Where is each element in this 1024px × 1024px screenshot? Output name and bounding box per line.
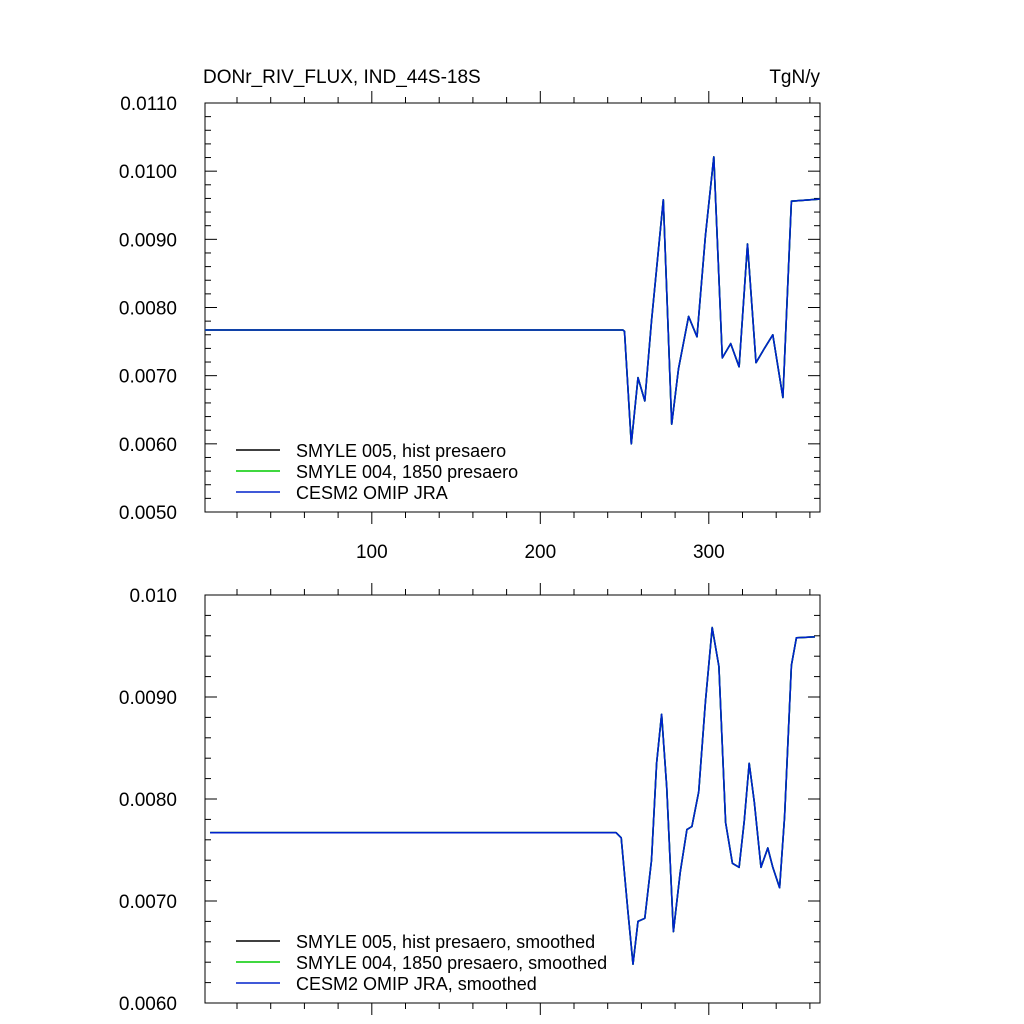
y-tick-label: 0.0090	[119, 230, 177, 251]
series-line-2	[210, 626, 815, 965]
y-tick-label: 0.0080	[119, 790, 177, 811]
x-tick-label: 300	[693, 542, 725, 563]
y-tick-label: 0.010	[129, 586, 177, 607]
legend-label: SMYLE 005, hist presaero, smoothed	[296, 932, 595, 952]
y-tick-label: 0.0070	[119, 892, 177, 913]
legend-label: SMYLE 005, hist presaero	[296, 441, 506, 461]
series-line-2	[205, 156, 821, 445]
legend-label: CESM2 OMIP JRA	[296, 483, 448, 503]
y-tick-label: 0.0070	[119, 367, 177, 388]
y-tick-label: 0.0060	[119, 994, 177, 1015]
chart-title: DONr_RIV_FLUX, IND_44S-18S	[203, 67, 481, 88]
x-tick-label: 100	[356, 542, 388, 563]
series-line-1	[205, 156, 821, 445]
y-tick-label: 0.0110	[120, 94, 177, 115]
y-tick-label: 0.0060	[119, 435, 177, 456]
y-tick-label: 0.0090	[119, 688, 177, 709]
series-line-0	[205, 156, 821, 445]
bottom-panel: 0.0060 0.0070 0.0080 0.0090 0.010 SMYLE 005, …	[119, 583, 821, 1015]
top-panel: DONr_RIV_FLUX, IND_44S-18S TgN/y 0.0050 0…	[119, 67, 821, 563]
units-label: TgN/y	[769, 67, 820, 88]
y-tick-label: 0.0080	[119, 299, 177, 320]
legend-label: SMYLE 004, 1850 presaero	[296, 462, 518, 482]
legend-label: CESM2 OMIP JRA, smoothed	[296, 974, 537, 994]
legend-label: SMYLE 004, 1850 presaero, smoothed	[296, 953, 607, 973]
y-tick-label: 0.0100	[119, 162, 177, 183]
x-tick-label: 200	[524, 542, 556, 563]
y-tick-label: 0.0050	[119, 503, 177, 524]
